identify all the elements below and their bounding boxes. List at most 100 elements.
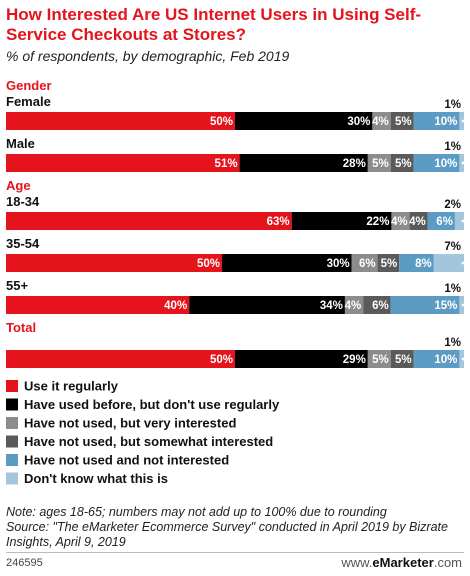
value-label-0-0-0: 50% <box>210 116 233 128</box>
value-label-0-1-0: 51% <box>215 158 238 170</box>
value-label-2-0-0: 50% <box>210 354 233 366</box>
bar-segment-1-2-0 <box>6 296 190 314</box>
value-label-1-2-4: 15% <box>434 300 457 312</box>
bar-segment-1-1-5 <box>433 254 464 272</box>
value-label-1-2-1: 34% <box>320 300 343 312</box>
bar-segment-0-1-1 <box>239 154 368 172</box>
bar-segment-2-0-4 <box>413 350 460 368</box>
value-label-1-1-5: 7% <box>444 241 461 253</box>
value-label-0-1-4: 10% <box>434 158 457 170</box>
group-label-2: Total <box>6 320 36 335</box>
small-segment-marker-2-0 <box>461 357 465 361</box>
bar-segment-1-0-5 <box>454 212 464 230</box>
value-label-1-0-3: 4% <box>409 216 426 228</box>
legend-label-5: Don't know what this is <box>24 471 168 486</box>
bar-segment-0-1-4 <box>413 154 460 172</box>
source-text: Source: "The eMarketer Ecommerce Survey"… <box>6 520 448 549</box>
legend-swatch-4 <box>6 454 18 466</box>
brand-name: eMarketer <box>372 555 434 570</box>
legend-swatch-1 <box>6 398 18 411</box>
footnote: Note: ages 18-65; numbers may not add up… <box>6 505 466 550</box>
value-label-1-2-5: 1% <box>444 283 461 295</box>
bar-segment-1-2-4 <box>390 296 460 314</box>
note-text: Note: ages 18-65; numbers may not add up… <box>6 505 387 519</box>
group-label-1: Age <box>6 178 31 193</box>
value-label-1-1-2: 6% <box>359 258 376 270</box>
bar-segment-1-2-1 <box>189 296 345 314</box>
brand-prefix: www. <box>341 555 373 570</box>
bar-segment-2-0-3 <box>390 350 414 368</box>
value-label-0-0-5: 1% <box>444 99 461 111</box>
legend-label-2: Have not used, but very interested <box>24 416 236 431</box>
small-segment-marker-1-1 <box>461 261 465 265</box>
bar-segment-0-0-4 <box>413 112 460 130</box>
bar-segment-0-1-2 <box>367 154 391 172</box>
value-label-0-0-4: 10% <box>434 116 457 128</box>
value-label-1-0-0: 63% <box>267 216 290 228</box>
bar-segment-1-0-1 <box>291 212 392 230</box>
value-label-2-0-2: 5% <box>372 354 389 366</box>
bar-segment-2-0-0 <box>6 350 235 368</box>
value-label-1-2-2: 4% <box>345 300 362 312</box>
group-label-0: Gender <box>6 78 52 93</box>
bar-segment-1-1-3 <box>377 254 400 272</box>
bar-segment-1-0-2 <box>391 212 410 230</box>
bar-segment-1-2-2 <box>344 296 364 314</box>
value-label-0-0-2: 4% <box>372 116 389 128</box>
value-label-1-1-0: 50% <box>197 258 220 270</box>
value-label-1-1-1: 30% <box>327 258 350 270</box>
chart-title: How Interested Are US Internet Users in … <box>6 5 422 44</box>
bar-segment-1-0-4 <box>427 212 455 230</box>
bar-segment-1-0-3 <box>409 212 428 230</box>
value-label-2-0-5: 1% <box>444 337 461 349</box>
value-label-0-0-1: 30% <box>347 116 370 128</box>
value-label-1-2-0: 40% <box>164 300 187 312</box>
small-segment-marker-1-2 <box>461 303 465 307</box>
small-segment-marker-0-0 <box>461 119 465 123</box>
chart-id: 246595 <box>6 557 43 569</box>
legend-label-1: Have used before, but don't use regularl… <box>24 397 280 412</box>
footer-divider <box>6 552 464 553</box>
value-label-0-1-5: 1% <box>444 141 461 153</box>
value-label-0-0-3: 5% <box>395 116 412 128</box>
value-label-1-0-1: 22% <box>366 216 389 228</box>
value-label-0-1-2: 5% <box>372 158 389 170</box>
row-label-0-1: Male <box>6 136 35 151</box>
brand-logo[interactable]: www.eMarketer.com <box>341 555 462 570</box>
legend-swatch-3 <box>6 435 18 448</box>
legend-swatch-2 <box>6 417 18 429</box>
value-label-1-0-5: 2% <box>444 199 461 211</box>
bar-segment-1-0-0 <box>6 212 292 230</box>
value-label-1-0-4: 6% <box>436 216 453 228</box>
legend-label-4: Have not used and not interested <box>24 453 229 468</box>
legend-swatch-5 <box>6 472 18 485</box>
small-segment-marker-1-0 <box>461 219 465 223</box>
bar-segment-0-0-3 <box>390 112 414 130</box>
row-label-1-0: 18-34 <box>6 194 40 209</box>
bar-segment-0-1-3 <box>390 154 414 172</box>
bar-segment-1-1-0 <box>6 254 223 272</box>
value-label-1-1-3: 5% <box>381 258 398 270</box>
value-label-2-0-1: 29% <box>343 354 366 366</box>
value-label-1-0-2: 4% <box>391 216 408 228</box>
value-label-1-1-4: 8% <box>415 258 432 270</box>
bar-segment-0-0-0 <box>6 112 235 130</box>
value-label-2-0-4: 10% <box>434 354 457 366</box>
chart-subtitle: % of respondents, by demographic, Feb 20… <box>6 48 290 64</box>
legend-label-3: Have not used, but somewhat interested <box>24 434 273 449</box>
bar-segment-0-0-2 <box>372 112 391 130</box>
value-label-0-1-3: 5% <box>395 158 412 170</box>
legend-swatch-0 <box>6 380 18 392</box>
row-label-1-2: 55+ <box>6 278 28 293</box>
row-label-0-0: Female <box>6 94 51 109</box>
bar-segment-1-1-1 <box>222 254 352 272</box>
brand-suffix: .com <box>433 555 462 570</box>
bar-segment-0-0-1 <box>235 112 373 130</box>
value-label-1-2-3: 6% <box>372 300 389 312</box>
bar-segment-1-1-4 <box>399 254 434 272</box>
bar-segment-1-1-2 <box>351 254 378 272</box>
bar-segment-2-0-1 <box>235 350 368 368</box>
bar-segment-0-1-0 <box>6 154 240 172</box>
small-segment-marker-0-1 <box>461 161 465 165</box>
